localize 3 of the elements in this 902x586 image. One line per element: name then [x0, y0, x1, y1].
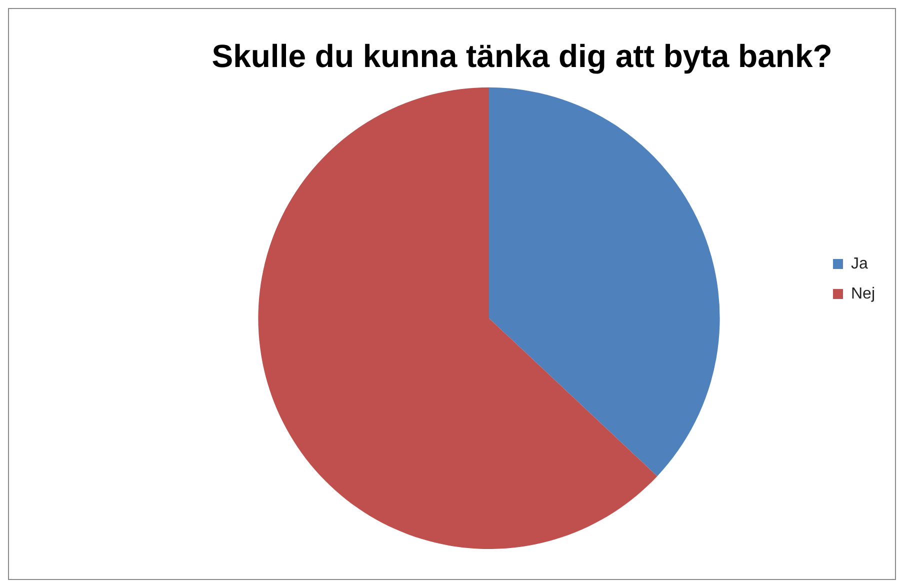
legend-label: Ja — [850, 255, 868, 272]
legend-label: Nej — [850, 285, 876, 302]
chart-title: Skulle du kunna tänka dig att byta bank? — [212, 38, 832, 74]
